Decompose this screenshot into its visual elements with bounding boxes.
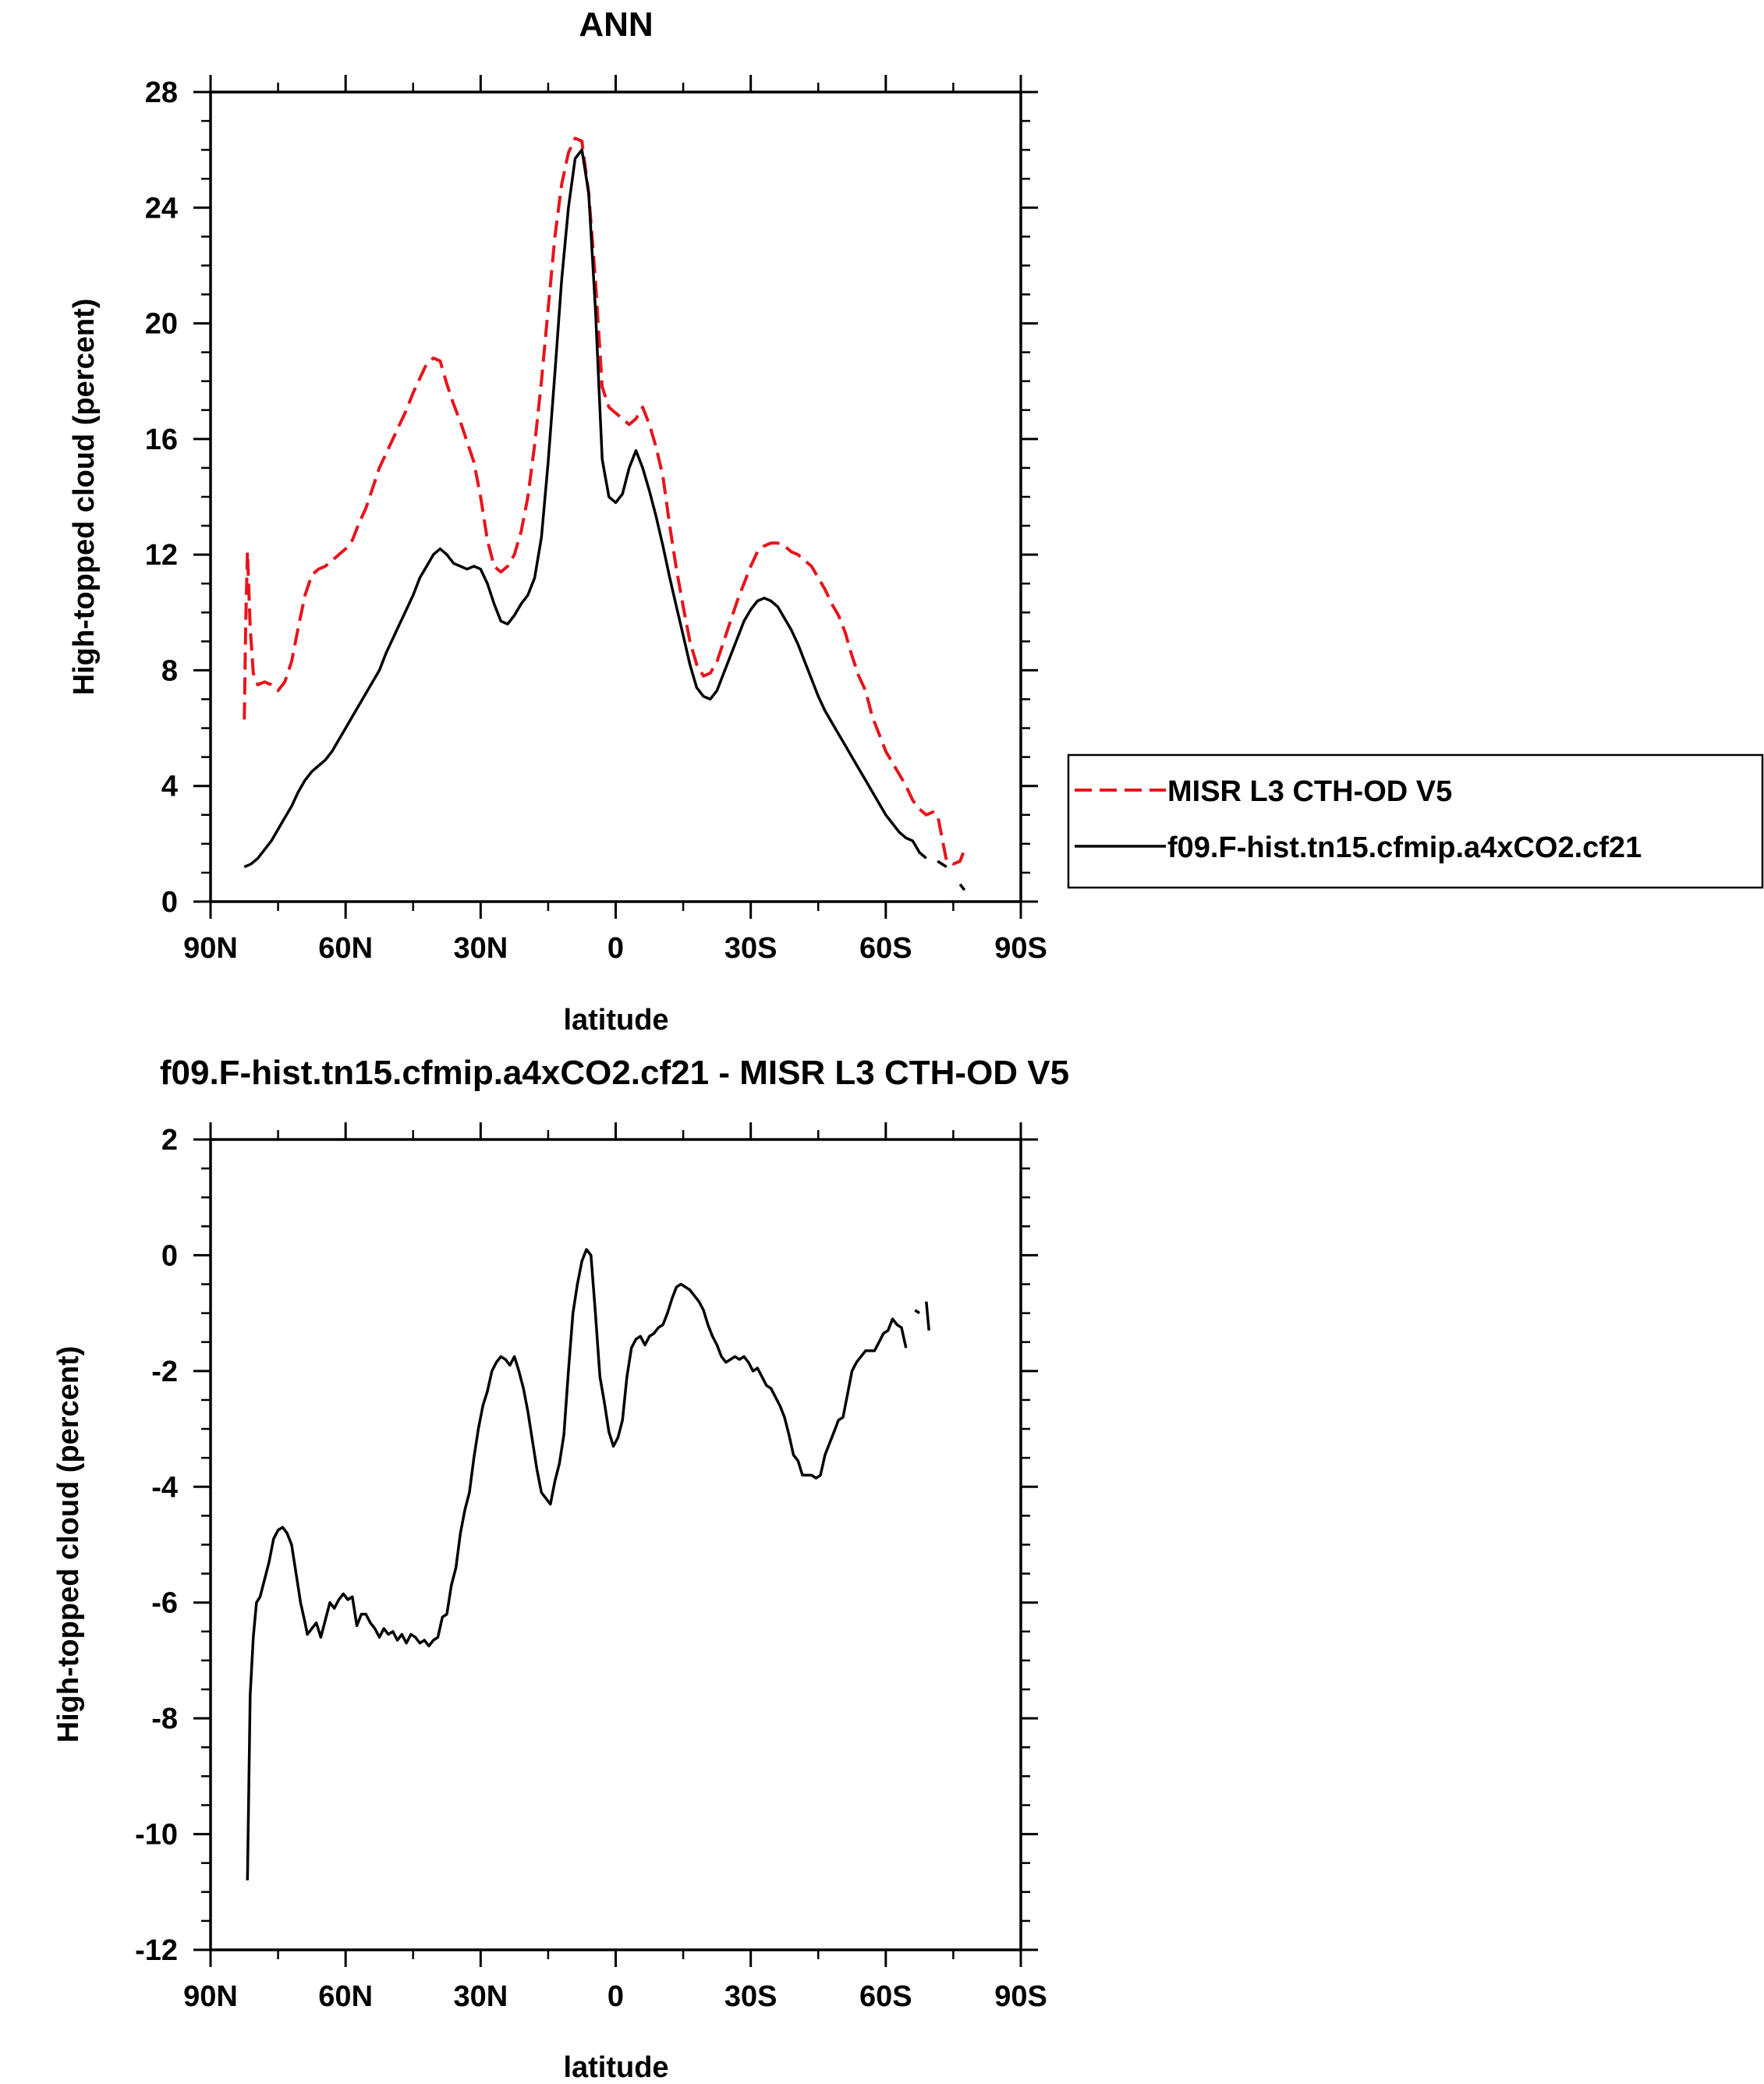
legend-label-misr: MISR L3 CTH-OD V5: [1167, 775, 1452, 808]
top-chart-y-axis-label: High-topped cloud (percent): [68, 299, 101, 696]
bottom-chart-x-tick-label: 30N: [453, 1980, 508, 2013]
top-chart-y-tick-label: 24: [145, 192, 178, 225]
top-chart-y-tick-label: 12: [145, 539, 178, 572]
bottom-chart-y-tick-label: -4: [151, 1471, 178, 1504]
bottom-chart-frame: [209, 1138, 1022, 1951]
bottom-chart-x-tick-label: 90N: [183, 1980, 238, 2013]
top-chart-x-tick-label: 30S: [724, 932, 778, 965]
bottom-chart-x-tick-label: 0: [607, 1980, 624, 2013]
top-chart-series-1-line: [243, 148, 927, 869]
top-chart-x-tick-label: 90S: [994, 932, 1047, 965]
top-chart-x-tick-label: 0: [607, 932, 624, 965]
bottom-chart-y-tick-label: -8: [151, 1703, 178, 1735]
top-chart-y-tick-label: 28: [145, 76, 178, 109]
bottom-chart-title: f09.F-hist.tn15.cfmip.a4xCO2.cf21 - MISR…: [160, 1054, 1069, 1092]
bottom-chart-series-0-line-part-2: [925, 1301, 930, 1331]
bottom-chart-y-tick-label: -10: [135, 1819, 178, 1852]
top-chart-frame: [209, 90, 1022, 903]
top-chart-y-tick-label: 4: [161, 771, 178, 803]
bottom-chart-y-axis-label: High-topped cloud (percent): [52, 1346, 85, 1743]
top-chart-x-tick-label: 90N: [183, 932, 238, 965]
legend: MISR L3 CTH-OD V5 f09.F-hist.tn15.cfmip.…: [1067, 753, 1764, 889]
top-chart-x-axis-label: latitude: [563, 1004, 668, 1037]
bottom-chart-series: [246, 1248, 930, 1880]
bottom-chart: f09.F-hist.tn15.cfmip.a4xCO2.cf21 - MISR…: [52, 1054, 1069, 2084]
top-chart-series-1-line-part-2: [958, 883, 966, 891]
top-chart-y-tick-label: 8: [161, 654, 178, 687]
top-chart-x-tick-label: 30N: [453, 932, 508, 965]
top-chart-series: [243, 136, 966, 891]
bottom-chart-y-tick-label: 2: [161, 1124, 178, 1157]
bottom-chart-x-tick-label: 90S: [994, 1980, 1047, 2013]
legend-box: [1067, 753, 1764, 889]
bottom-chart-y-tick-label: -6: [151, 1587, 178, 1620]
top-chart-x-tick-label: 60N: [318, 932, 373, 965]
top-chart-y-tick-label: 16: [145, 424, 178, 456]
bottom-chart-ticks: 90N 60N 30N 0 30S 60S 90S -12 -10 -8 -6 -4 -2 0 2: [135, 1122, 1047, 2013]
top-chart-y-tick-label: 20: [145, 308, 178, 341]
bottom-chart-x-tick-label: 30S: [724, 1980, 778, 2013]
bottom-chart-x-axis-label: latitude: [563, 2051, 668, 2084]
top-chart-title: ANN: [579, 5, 653, 44]
bottom-chart-y-tick-label: 0: [161, 1239, 178, 1272]
top-chart: ANN 90N 60N 30N 0 30S 60S 90S 0 4 8 12 16 20 24 28 lat…: [68, 5, 1047, 1037]
bottom-chart-x-tick-label: 60N: [318, 1980, 373, 2013]
bottom-chart-y-tick-label: -2: [151, 1356, 178, 1388]
top-chart-ticks: 90N 60N 30N 0 30S 60S 90S 0 4 8 12 16 20 24 28: [145, 75, 1047, 965]
top-chart-series-1-line-part-1: [937, 859, 948, 868]
top-chart-series-0-line: [243, 136, 966, 866]
top-chart-x-tick-label: 60S: [859, 932, 912, 965]
legend-label-model: f09.F-hist.tn15.cfmip.a4xCO2.cf21: [1167, 831, 1642, 864]
bottom-chart-series-0-line: [246, 1248, 908, 1880]
bottom-chart-y-tick-label: -12: [135, 1934, 178, 1967]
bottom-chart-series-0-line-part-1: [914, 1309, 921, 1315]
bottom-chart-x-tick-label: 60S: [859, 1980, 912, 2013]
top-chart-y-tick-label: 0: [161, 886, 178, 919]
